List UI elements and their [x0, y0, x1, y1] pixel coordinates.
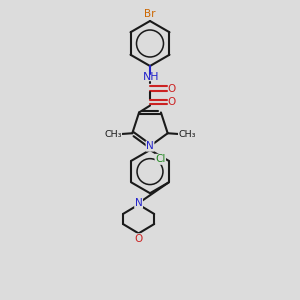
Text: O: O	[167, 83, 175, 94]
Text: O: O	[134, 234, 143, 244]
Text: Br: Br	[144, 9, 156, 20]
Text: CH₃: CH₃	[104, 130, 122, 139]
Text: NH: NH	[143, 72, 159, 82]
Text: N: N	[135, 198, 142, 208]
Text: Cl: Cl	[155, 154, 166, 164]
Text: CH₃: CH₃	[178, 130, 196, 139]
Text: O: O	[167, 97, 175, 107]
Text: N: N	[146, 141, 154, 151]
